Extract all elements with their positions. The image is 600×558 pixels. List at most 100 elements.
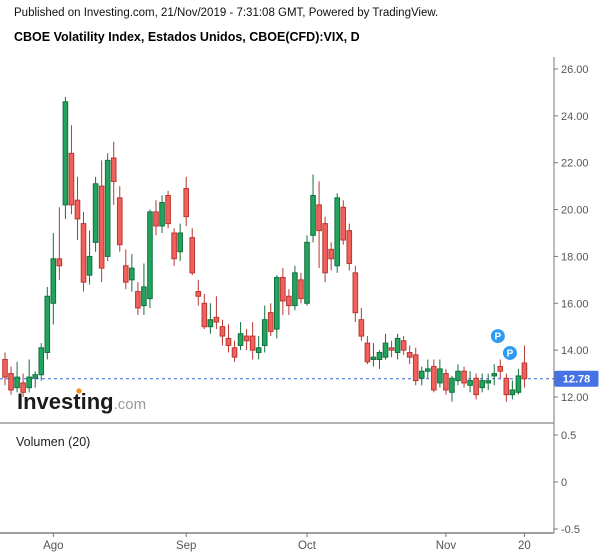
candle-up bbox=[141, 286, 147, 307]
candle-down bbox=[183, 187, 189, 218]
volume-tick-label: 0 bbox=[561, 477, 567, 489]
candle-up bbox=[418, 370, 425, 379]
price-tick-label: 12.00 bbox=[561, 392, 589, 404]
candle-up bbox=[104, 159, 111, 257]
candle-up bbox=[304, 241, 310, 304]
time-tick-label: Nov bbox=[436, 540, 457, 552]
candle-up bbox=[310, 195, 316, 236]
candle-down bbox=[8, 373, 14, 391]
candle-down bbox=[431, 366, 437, 391]
last-price-badge-value: 12.78 bbox=[563, 374, 591, 386]
candle-down bbox=[68, 152, 75, 206]
price-tick-label: 20.00 bbox=[561, 205, 589, 217]
candle-up bbox=[14, 376, 20, 389]
candle-down bbox=[328, 248, 334, 260]
candle-up bbox=[207, 319, 214, 328]
candle-down bbox=[195, 291, 202, 297]
candle-up bbox=[274, 277, 280, 330]
candle-down bbox=[473, 377, 479, 396]
candle-down bbox=[358, 319, 365, 337]
candle-down bbox=[165, 195, 171, 225]
candle-down bbox=[135, 291, 141, 309]
candle-down bbox=[286, 295, 292, 307]
candle-down bbox=[406, 351, 413, 358]
volume-indicator-label[interactable]: Volumen (20) bbox=[16, 435, 90, 449]
candle-up bbox=[425, 368, 431, 372]
candle-up bbox=[479, 380, 485, 389]
candle-down bbox=[267, 312, 274, 332]
time-tick-label: Oct bbox=[298, 540, 317, 552]
candle-down bbox=[116, 197, 123, 246]
event-marker-letter: P bbox=[507, 348, 514, 359]
event-marker-icon[interactable] bbox=[489, 328, 506, 345]
candle-down bbox=[346, 230, 353, 264]
candle-down bbox=[412, 354, 419, 382]
candle-down bbox=[213, 316, 220, 323]
candle-up bbox=[509, 389, 516, 396]
volume-tick-label: -0.5 bbox=[561, 524, 580, 536]
published-line: Published on Investing.com, 21/Nov/2019 … bbox=[14, 7, 439, 19]
candle-up bbox=[376, 351, 383, 361]
candle-down bbox=[340, 206, 347, 241]
candle-up bbox=[62, 101, 69, 206]
candle-down bbox=[201, 302, 208, 328]
candle-down bbox=[110, 157, 117, 182]
candle-down bbox=[316, 204, 322, 232]
candle-up bbox=[255, 347, 262, 353]
instrument-title: CBOE Volatility Index, Estados Unidos, C… bbox=[14, 30, 360, 44]
candle-down bbox=[56, 258, 63, 267]
candle-down bbox=[364, 342, 371, 363]
candle-down bbox=[280, 277, 286, 302]
candle-down bbox=[352, 272, 359, 314]
candle-down bbox=[231, 347, 238, 358]
price-tick-label: 26.00 bbox=[561, 64, 589, 76]
candle-up bbox=[292, 272, 298, 307]
candle-down bbox=[249, 335, 256, 351]
time-tick-label: Sep bbox=[176, 540, 196, 552]
candle-up bbox=[491, 373, 498, 377]
event-marker-icon[interactable] bbox=[501, 344, 518, 361]
candle-up bbox=[147, 211, 153, 300]
candle-up bbox=[86, 255, 93, 276]
candle-up bbox=[261, 319, 268, 346]
candle-up bbox=[449, 377, 455, 393]
candle-up bbox=[485, 380, 491, 384]
time-tick-label: 20 bbox=[518, 540, 531, 552]
candle-down bbox=[243, 335, 250, 342]
last-price-badge bbox=[554, 370, 599, 387]
candle-up bbox=[177, 232, 183, 253]
price-tick-label: 18.00 bbox=[561, 251, 589, 263]
candle-down bbox=[123, 265, 129, 283]
candle-up bbox=[394, 337, 401, 353]
candle-down bbox=[388, 347, 395, 351]
candle-up bbox=[129, 267, 135, 281]
candle-down bbox=[80, 223, 87, 283]
candle-down bbox=[2, 359, 8, 378]
watermark-orange-dot-icon bbox=[76, 388, 82, 394]
candle-down bbox=[521, 362, 528, 380]
candle-up bbox=[515, 375, 522, 393]
candle-up bbox=[50, 258, 57, 304]
candle-down bbox=[443, 373, 449, 391]
price-tick-label: 22.00 bbox=[561, 158, 589, 170]
candle-up bbox=[159, 202, 165, 227]
candle-down bbox=[98, 185, 105, 269]
price-tick-label: 24.00 bbox=[561, 111, 589, 123]
candle-up bbox=[26, 376, 32, 389]
investing-watermark: Investing.com bbox=[17, 389, 146, 414]
candle-down bbox=[298, 279, 304, 300]
candle-down bbox=[400, 340, 407, 351]
candle-up bbox=[44, 295, 51, 353]
candle-up bbox=[32, 374, 39, 379]
candle-down bbox=[171, 232, 177, 260]
price-tick-label: 16.00 bbox=[561, 298, 589, 310]
candle-down bbox=[189, 237, 196, 274]
candle-up bbox=[237, 333, 244, 346]
candle-up bbox=[38, 347, 45, 376]
candle-down bbox=[225, 337, 232, 346]
candle-up bbox=[382, 342, 389, 358]
volume-tick-label: 0.5 bbox=[561, 430, 576, 442]
candle-down bbox=[503, 377, 510, 396]
